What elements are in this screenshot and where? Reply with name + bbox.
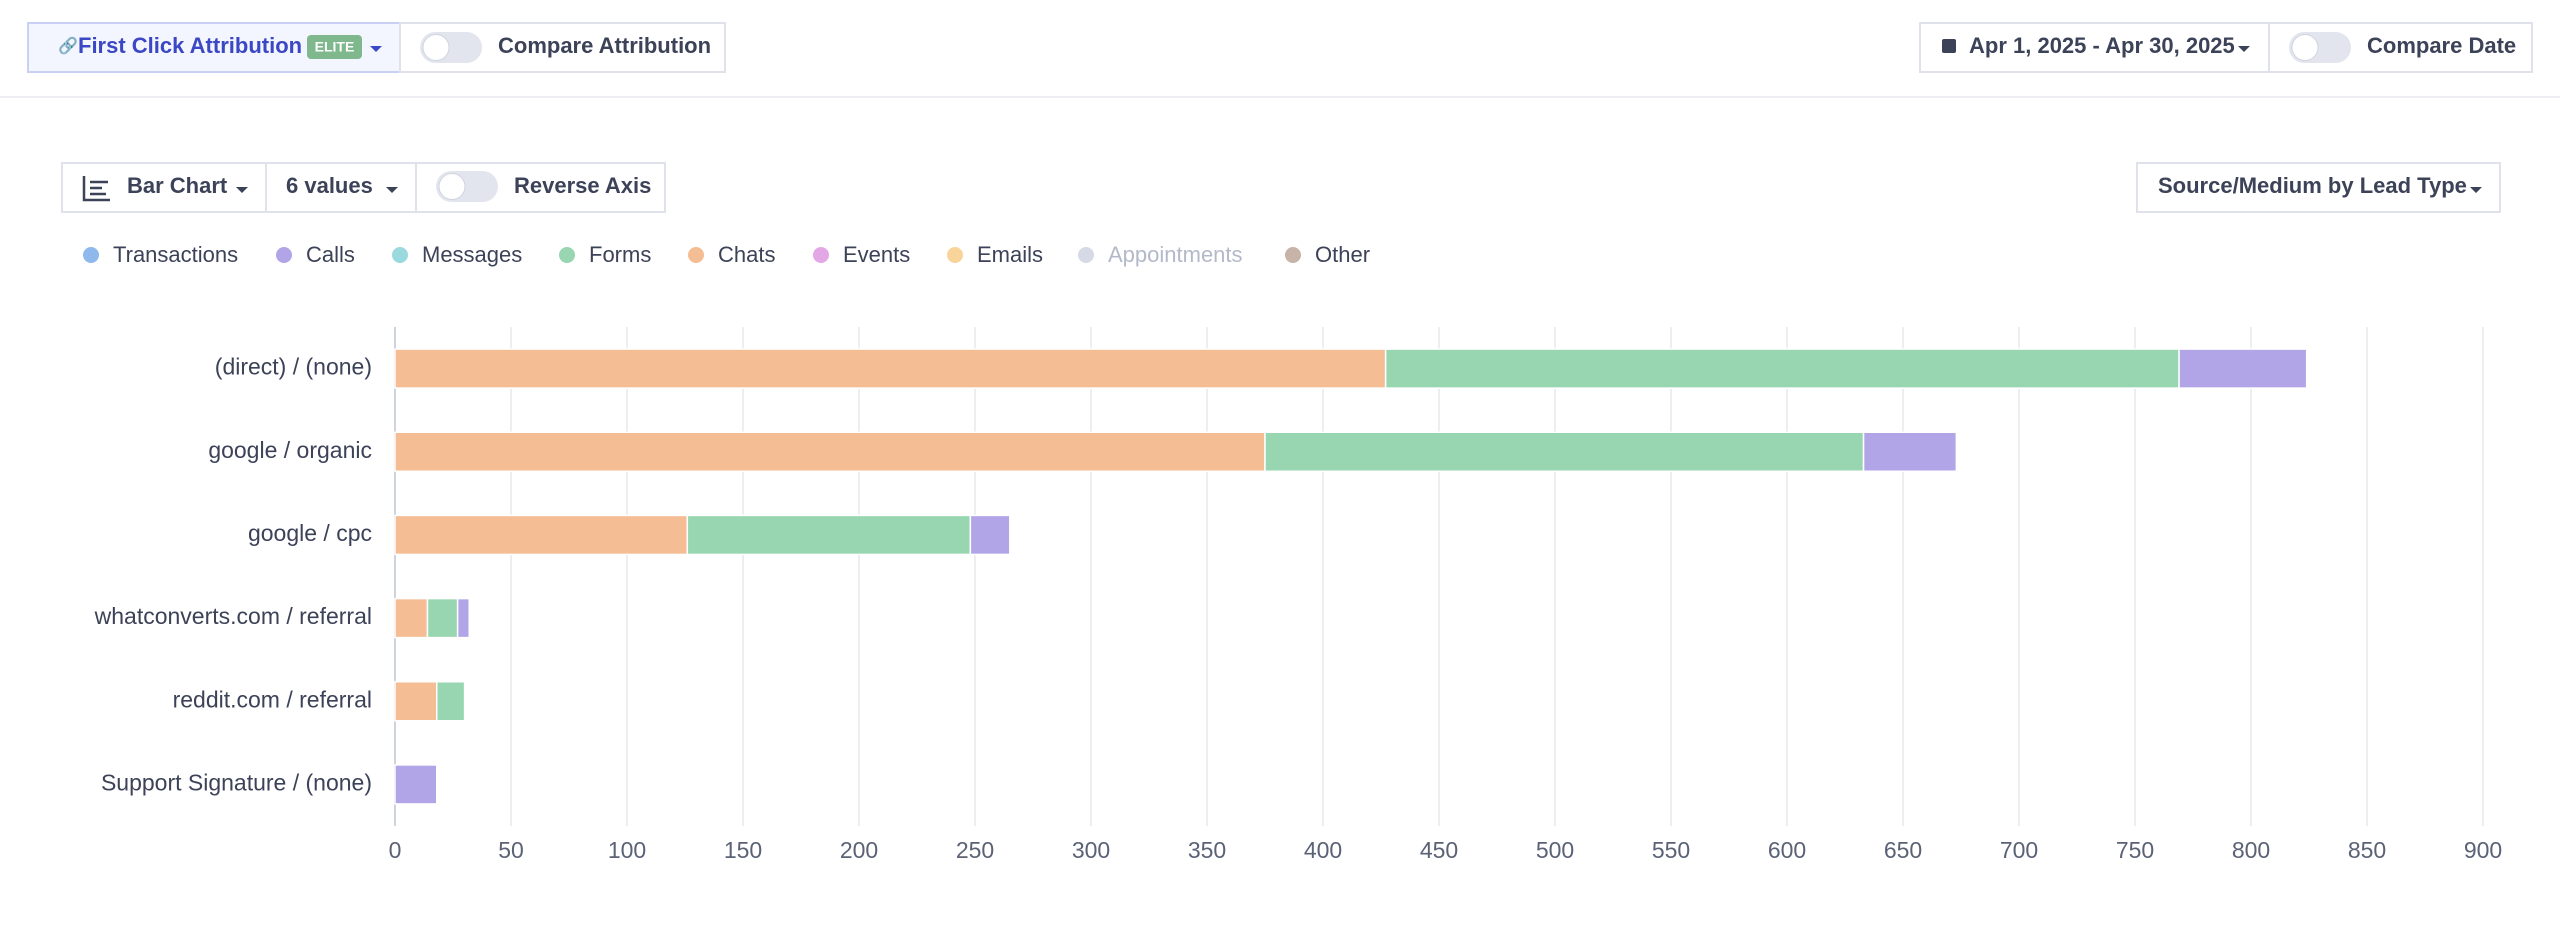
x-tick-label: 700 <box>2000 837 2038 863</box>
caret <box>370 46 382 52</box>
caret <box>2470 187 2482 193</box>
legend-label: Transactions <box>113 242 238 267</box>
bar-segment <box>1862 431 1958 472</box>
toggle-knob <box>422 34 450 61</box>
x-tick-label: 350 <box>1188 837 1226 863</box>
bar-segment <box>2178 348 2308 389</box>
grouping-label: Source/Medium by Lead Type <box>2158 173 2467 198</box>
legend-label: Forms <box>589 242 651 267</box>
bar-segment <box>394 431 1266 472</box>
x-tick-label: 800 <box>2232 837 2270 863</box>
bar-segment <box>456 597 470 639</box>
legend-dot <box>276 247 292 263</box>
bar-segment <box>394 514 689 556</box>
legend-dot <box>559 247 575 263</box>
caret <box>236 187 248 193</box>
date-label: Apr 1, 2025 - Apr 30, 2025 <box>1969 33 2235 58</box>
legend-label: Appointments <box>1108 242 1243 267</box>
x-tick-label: 450 <box>1420 837 1458 863</box>
x-tick-label: 750 <box>2116 837 2154 863</box>
compare-attribution-label: Compare Attribution <box>498 33 711 58</box>
x-tick-label: 50 <box>498 837 524 863</box>
bar-segment <box>436 681 466 722</box>
legend-label: Emails <box>977 242 1043 267</box>
reverse-axis-label: Reverse Axis <box>514 173 651 198</box>
x-tick-label: 150 <box>724 837 762 863</box>
category-label: Support Signature / (none) <box>101 769 372 795</box>
caret <box>386 187 398 193</box>
bar-segment <box>394 764 438 805</box>
category-label: google / organic <box>208 437 372 463</box>
bar-segment <box>969 514 1011 556</box>
toggle-knob <box>2291 34 2319 61</box>
category-label: reddit.com / referral <box>173 686 372 712</box>
link-icon: 🔗 <box>58 36 78 55</box>
calendar-icon <box>1942 39 1956 53</box>
grouping-button[interactable] <box>2136 162 2501 213</box>
bar-segment <box>1264 431 1865 472</box>
x-tick-label: 650 <box>1884 837 1922 863</box>
category-label: (direct) / (none) <box>215 354 372 380</box>
legend-dot <box>392 247 408 263</box>
legend-dot <box>1078 247 1094 263</box>
value-count-label: 6 values <box>286 173 373 198</box>
x-tick-label: 400 <box>1304 837 1342 863</box>
x-tick-label: 550 <box>1652 837 1690 863</box>
x-tick-label: 850 <box>2348 837 2386 863</box>
x-tick-label: 250 <box>956 837 994 863</box>
legend-label: Events <box>843 242 910 267</box>
compare-attribution[interactable] <box>399 22 726 73</box>
x-tick-label: 600 <box>1768 837 1806 863</box>
chart-type-label: Bar Chart <box>127 173 228 198</box>
x-tick-label: 100 <box>608 837 646 863</box>
bar-segment <box>686 514 972 556</box>
x-tick-label: 900 <box>2464 837 2502 863</box>
bar-segment <box>394 681 438 722</box>
category-label: whatconverts.com / referral <box>94 603 372 629</box>
legend-label: Calls <box>306 242 355 267</box>
badge-label: ELITE <box>315 39 355 55</box>
x-tick-label: 500 <box>1536 837 1574 863</box>
x-tick-label: 0 <box>389 837 402 863</box>
legend-dot <box>813 247 829 263</box>
category-label: google / cpc <box>248 520 372 546</box>
compare-date-label: Compare Date <box>2367 33 2516 58</box>
bar-icon <box>82 176 110 202</box>
x-tick-label: 200 <box>840 837 878 863</box>
bar-segment <box>394 348 1387 389</box>
x-tick-label: 300 <box>1072 837 1110 863</box>
caret <box>2238 46 2250 52</box>
bar-segment <box>1384 348 2180 389</box>
badge <box>307 35 362 59</box>
legend-label: Other <box>1315 242 1370 267</box>
legend-label: Chats <box>718 242 775 267</box>
bar-segment <box>426 597 459 639</box>
legend-label: Messages <box>422 242 522 267</box>
legend-dot <box>83 247 99 263</box>
legend-dot <box>688 247 704 263</box>
toggle-knob <box>438 173 466 200</box>
legend-dot <box>1285 247 1301 263</box>
attribution-label: First Click Attribution <box>78 33 302 58</box>
legend-dot <box>947 247 963 263</box>
bar-segment <box>394 597 429 639</box>
